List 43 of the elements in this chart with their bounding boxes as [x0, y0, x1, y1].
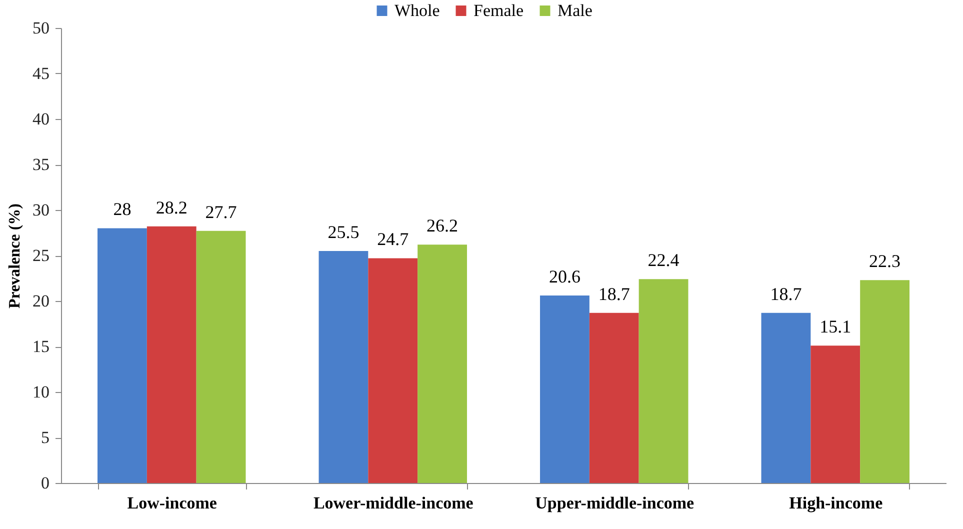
bar: [810, 346, 860, 483]
bar: [368, 258, 418, 483]
x-tick-label: Low-income: [127, 494, 218, 512]
x-tick-label: Lower-middle-income: [313, 494, 474, 512]
data-label: 24.7: [377, 229, 409, 250]
x-tick-label: Upper-middle-income: [535, 494, 695, 512]
legend-label: Female: [474, 0, 524, 20]
y-tick-label: 50: [32, 18, 50, 38]
y-tick-label: 30: [32, 200, 50, 220]
data-label: 22.3: [869, 251, 901, 272]
y-tick-label: 5: [41, 428, 50, 447]
y-tick-label: 20: [32, 292, 50, 310]
bar: [418, 244, 467, 483]
bar: [540, 296, 590, 483]
y-tick-label: 10: [32, 382, 50, 402]
bar: [196, 230, 246, 483]
bar: [761, 312, 811, 483]
y-tick-label: 35: [32, 155, 50, 174]
legend-label: Male: [558, 0, 592, 20]
data-label: 28.2: [156, 197, 188, 218]
bar: [146, 226, 196, 483]
data-label: 27.7: [205, 202, 237, 222]
bar: [98, 228, 147, 483]
bar: [589, 312, 639, 483]
data-label: 28: [113, 199, 132, 220]
legend-label: Whole: [394, 0, 440, 20]
bar: [860, 280, 910, 483]
data-label: 20.6: [548, 266, 580, 287]
x-tick-label: High-income: [789, 494, 884, 512]
bar: [318, 250, 368, 483]
data-label: 25.5: [328, 222, 360, 242]
data-label: 15.1: [820, 316, 852, 337]
y-tick-label: 0: [41, 474, 50, 492]
y-tick-label: 45: [32, 64, 50, 83]
data-label: 18.7: [770, 284, 802, 304]
bar: [638, 279, 688, 483]
data-label: 26.2: [426, 216, 458, 236]
y-tick-label: 15: [32, 337, 50, 356]
data-label: 18.7: [598, 284, 630, 304]
y-tick-label: 40: [32, 110, 50, 128]
y-tick-label: 25: [32, 246, 50, 265]
y-axis-title: Prevalence (%): [6, 204, 24, 308]
data-label: 22.4: [648, 250, 680, 270]
